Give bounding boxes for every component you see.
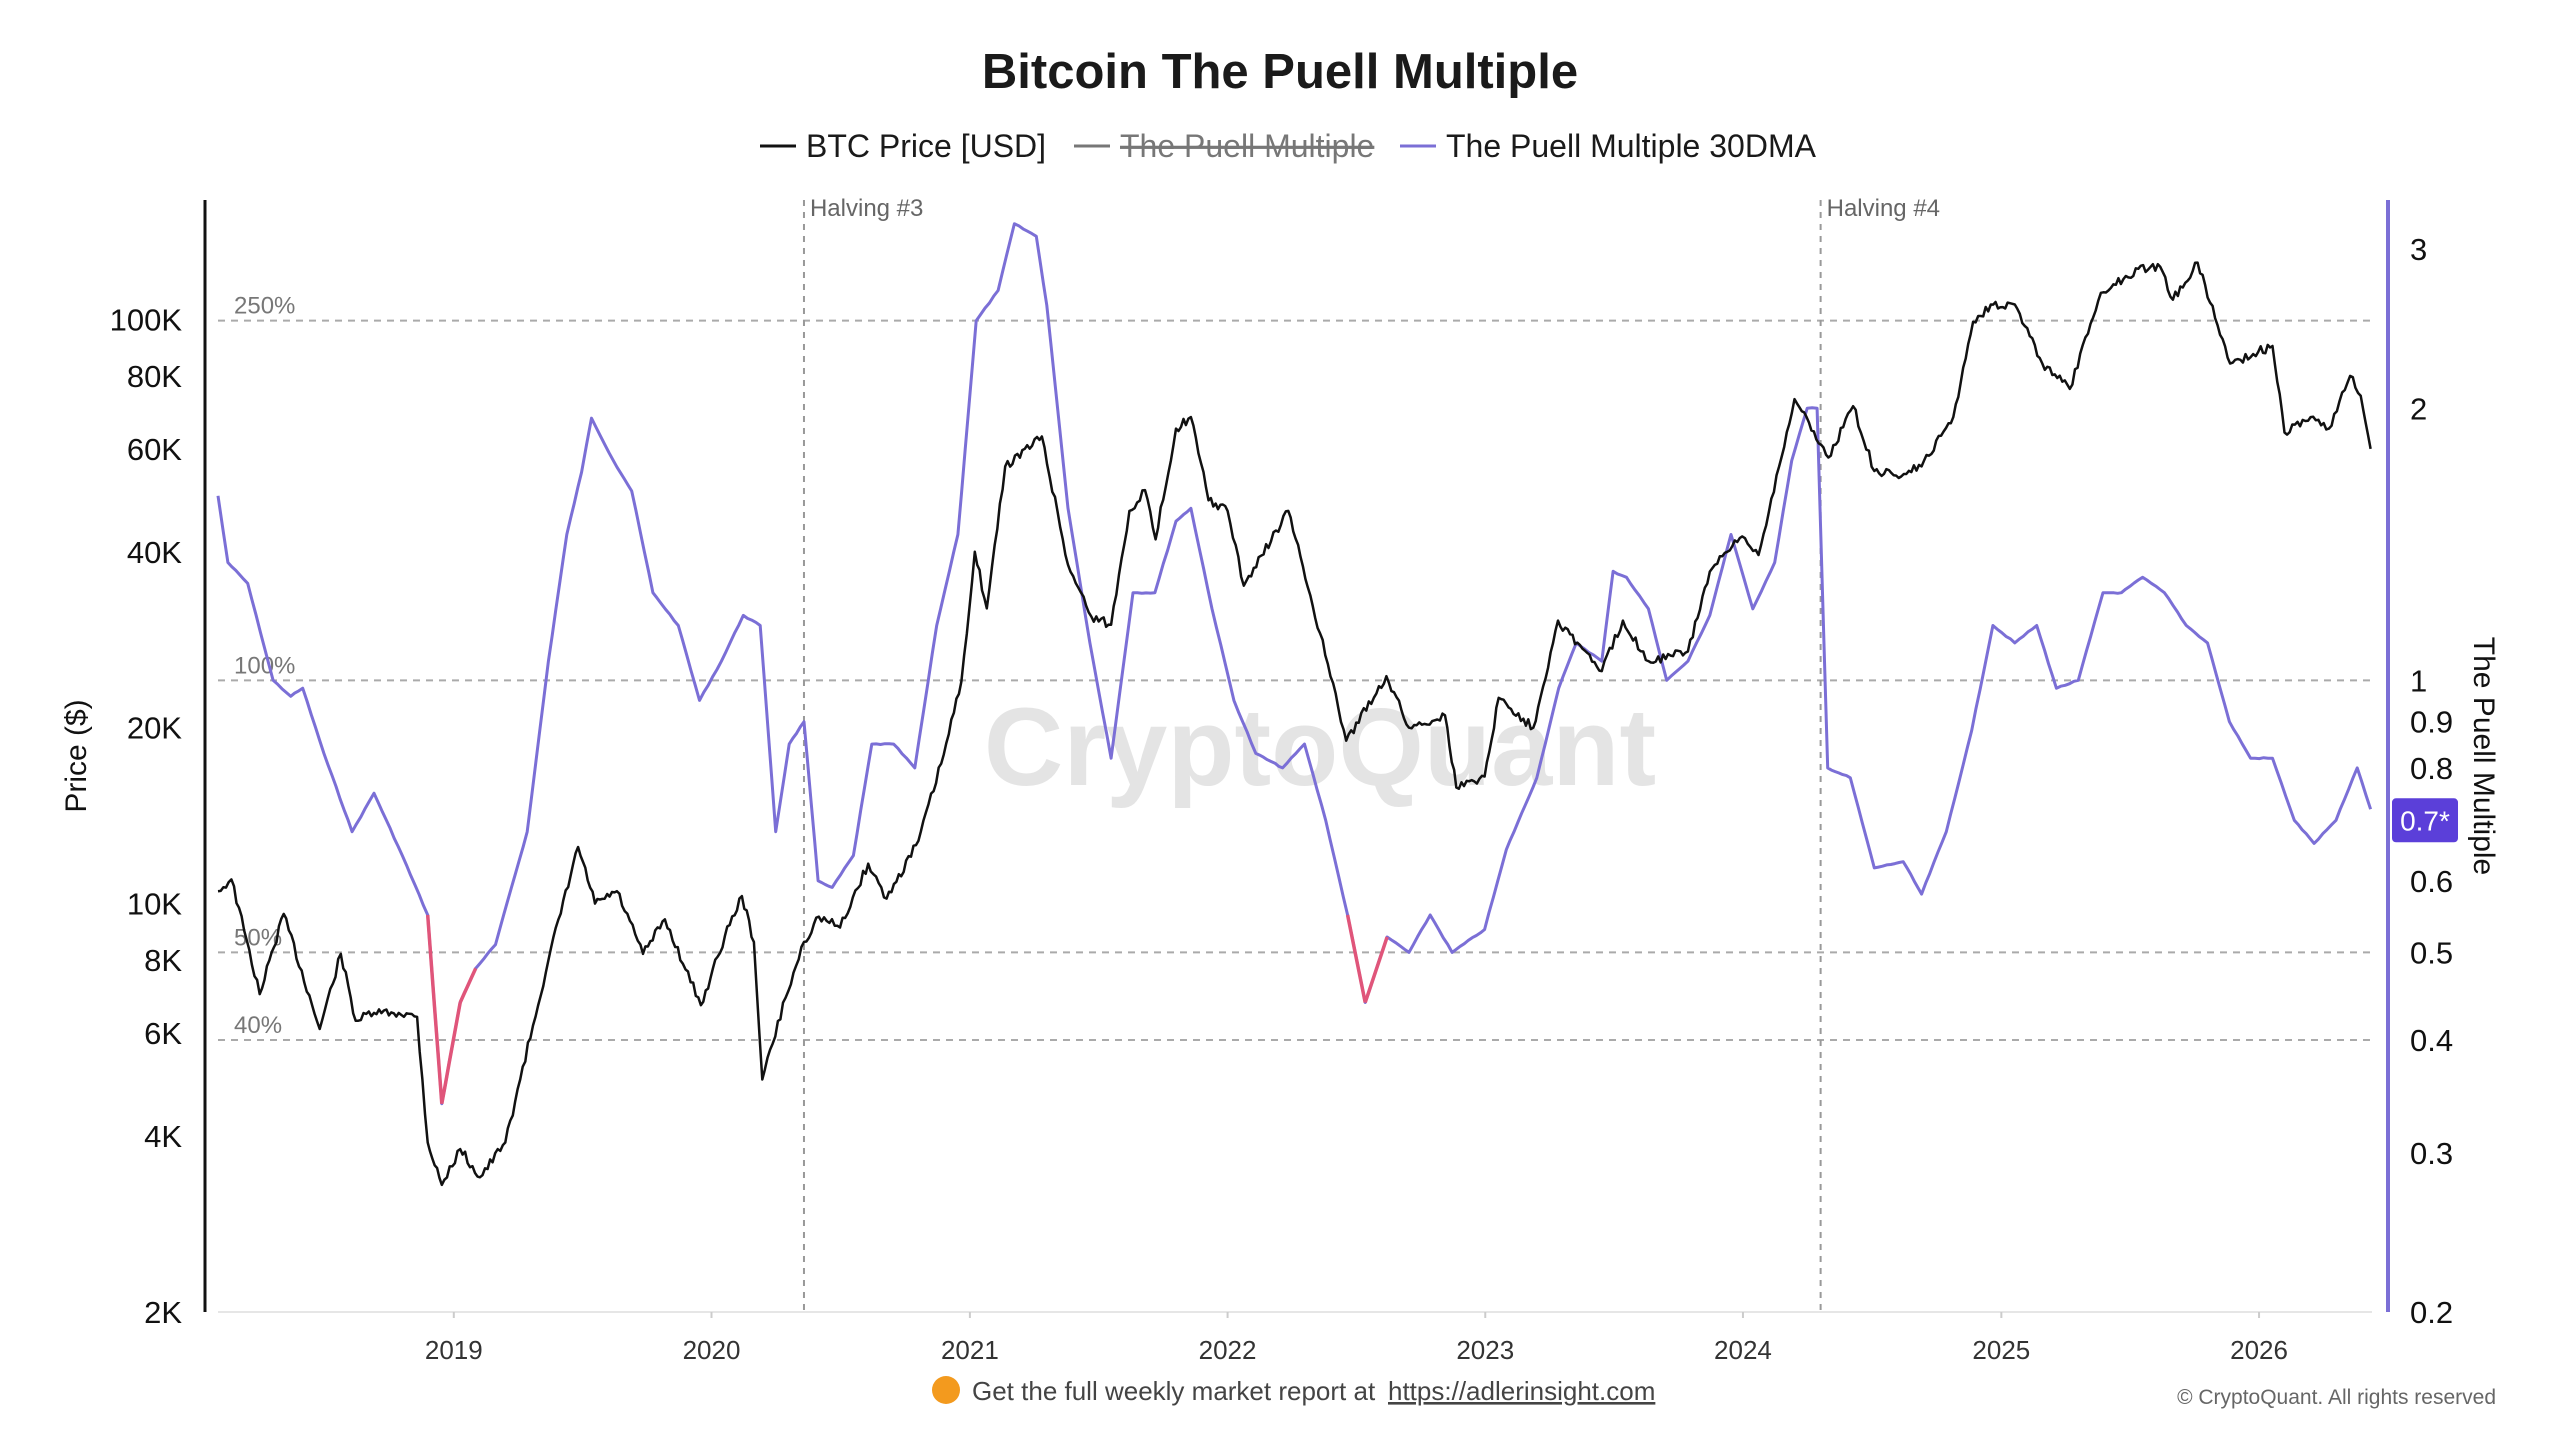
x-tick-label-6: 2025: [1972, 1335, 2030, 1365]
series-line-btc-price: [217, 261, 2372, 1187]
left-tick-label-3: 8K: [144, 943, 182, 978]
halving-label-1: Halving #4: [1827, 195, 1940, 222]
highlight-segment-10: [425, 914, 444, 1104]
legend-label-btc-price: BTC Price [USD]: [806, 128, 1046, 164]
reference-label-1: 100%: [234, 652, 295, 679]
left-axis-ticks: 2K 4K 6K 8K 10K 20K 40K 60K 80K 100K: [110, 302, 183, 1330]
legend-label-puell-30dma: The Puell Multiple 30DMA: [1446, 128, 1817, 164]
right-tick-label-8: 1: [2410, 663, 2427, 698]
x-tick-label-4: 2023: [1456, 1335, 1514, 1365]
right-tick-label-0: 0.2: [2410, 1295, 2453, 1330]
right-tick-label-10: 3: [2410, 232, 2427, 267]
highlight-segment-58: [1363, 936, 1389, 1004]
x-tick-label-2: 2021: [941, 1335, 999, 1365]
left-tick-label-9: 100K: [110, 302, 183, 337]
x-tick-label-3: 2022: [1199, 1335, 1257, 1365]
legend-item-puell-multiple[interactable]: The Puell Multiple: [1074, 128, 1374, 164]
left-tick-label-5: 20K: [127, 711, 182, 746]
highlight-segment-12: [458, 967, 478, 1004]
left-tick-label-1: 4K: [144, 1119, 182, 1154]
orange-circle-icon: [932, 1376, 960, 1404]
reference-lines: 250%100%50%40%: [218, 293, 2372, 1041]
legend: BTC Price [USD] The Puell Multiple The P…: [760, 128, 1817, 164]
copyright-text: © CryptoQuant. All rights reserved: [2177, 1386, 2496, 1409]
reference-label-0: 250%: [234, 293, 295, 320]
right-tick-label-4: 0.6: [2410, 864, 2453, 899]
footer: Get the full weekly market report at htt…: [932, 1376, 2496, 1409]
left-tick-label-0: 2K: [144, 1295, 182, 1330]
left-tick-label-2: 6K: [144, 1016, 182, 1051]
right-tick-label-1: 0.3: [2410, 1136, 2453, 1171]
right-tick-label-9: 2: [2410, 391, 2427, 426]
footer-link[interactable]: https://adlerinsight.com: [1388, 1376, 1655, 1406]
x-axis-ticks: 2019 2020 2021 2022 2023 2024 2025 2026: [425, 1312, 2288, 1365]
right-tick-label-2: 0.4: [2410, 1023, 2453, 1058]
left-tick-label-6: 40K: [127, 535, 182, 570]
legend-label-puell-multiple: The Puell Multiple: [1120, 128, 1374, 164]
legend-item-puell-30dma[interactable]: The Puell Multiple 30DMA: [1400, 128, 1817, 164]
x-tick-label-7: 2026: [2230, 1335, 2288, 1365]
current-value-badge-text: 0.7*: [2400, 805, 2450, 836]
series-layer: [216, 222, 2373, 1187]
halving-label-0: Halving #3: [810, 195, 923, 222]
series-line-puell-30dma: [216, 222, 2373, 1106]
highlight-segment-57: [1345, 914, 1367, 1003]
right-tick-label-7: 0.9: [2410, 705, 2453, 740]
x-tick-label-1: 2020: [683, 1335, 741, 1365]
footer-text: Get the full weekly market report at: [972, 1376, 1376, 1406]
left-tick-label-4: 10K: [127, 887, 182, 922]
left-tick-label-8: 80K: [127, 359, 182, 394]
right-tick-label-6: 0.8: [2410, 751, 2453, 786]
highlight-segment-11: [440, 1002, 462, 1105]
right-axis-title: The Puell Multiple: [2467, 637, 2500, 875]
halving-markers: Halving #3 Halving #4: [802, 195, 1940, 1312]
left-tick-label-7: 60K: [127, 432, 182, 467]
x-tick-label-0: 2019: [425, 1335, 483, 1365]
current-value-badge-bg: [2392, 798, 2458, 843]
chart-title: Bitcoin The Puell Multiple: [982, 45, 1578, 99]
x-tick-label-5: 2024: [1714, 1335, 1772, 1365]
right-tick-label-3: 0.5: [2410, 935, 2453, 970]
reference-label-3: 40%: [234, 1012, 282, 1039]
left-axis-title: Price ($): [60, 699, 93, 812]
current-value-badge: 0.7*: [2392, 798, 2458, 843]
legend-item-btc-price[interactable]: BTC Price [USD]: [760, 128, 1046, 164]
